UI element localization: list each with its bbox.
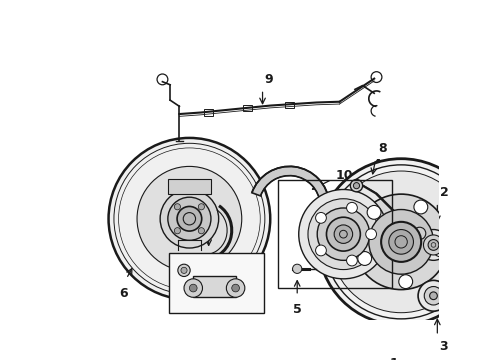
Circle shape bbox=[414, 248, 421, 255]
Circle shape bbox=[137, 166, 241, 271]
Circle shape bbox=[445, 242, 452, 248]
Circle shape bbox=[292, 264, 301, 274]
Circle shape bbox=[349, 180, 362, 192]
Circle shape bbox=[315, 212, 325, 223]
Circle shape bbox=[413, 227, 425, 239]
Circle shape bbox=[346, 255, 357, 266]
Text: 5: 5 bbox=[292, 303, 301, 316]
Circle shape bbox=[317, 208, 369, 260]
Circle shape bbox=[174, 228, 180, 234]
Circle shape bbox=[315, 245, 325, 256]
Circle shape bbox=[177, 206, 202, 231]
Text: 4: 4 bbox=[372, 158, 381, 171]
Text: 1: 1 bbox=[388, 357, 397, 360]
Circle shape bbox=[365, 229, 376, 239]
Circle shape bbox=[108, 138, 270, 300]
Circle shape bbox=[189, 284, 197, 292]
Circle shape bbox=[423, 256, 430, 264]
Bar bbox=[242, 105, 251, 111]
Text: 6: 6 bbox=[120, 287, 128, 300]
Circle shape bbox=[329, 171, 471, 313]
Circle shape bbox=[183, 279, 202, 297]
Circle shape bbox=[417, 280, 448, 311]
Circle shape bbox=[174, 204, 180, 210]
Circle shape bbox=[429, 258, 436, 265]
Circle shape bbox=[418, 253, 425, 260]
Circle shape bbox=[444, 235, 451, 242]
Bar bbox=[193, 276, 235, 297]
Circle shape bbox=[423, 235, 443, 255]
Circle shape bbox=[368, 210, 432, 274]
Circle shape bbox=[441, 253, 447, 260]
Bar bbox=[168, 253, 264, 313]
Circle shape bbox=[398, 275, 412, 289]
Circle shape bbox=[424, 287, 442, 305]
Circle shape bbox=[298, 189, 387, 279]
Circle shape bbox=[413, 242, 420, 248]
Circle shape bbox=[413, 200, 427, 214]
Bar bbox=[203, 109, 213, 116]
Circle shape bbox=[160, 189, 218, 248]
Circle shape bbox=[380, 222, 420, 262]
Circle shape bbox=[307, 199, 378, 270]
Circle shape bbox=[198, 204, 204, 210]
Circle shape bbox=[333, 225, 352, 243]
Circle shape bbox=[427, 239, 438, 250]
Circle shape bbox=[417, 230, 448, 260]
Circle shape bbox=[317, 159, 483, 325]
Circle shape bbox=[423, 226, 430, 234]
Circle shape bbox=[353, 194, 448, 289]
Circle shape bbox=[429, 292, 436, 300]
Circle shape bbox=[181, 267, 187, 274]
Circle shape bbox=[435, 256, 442, 264]
Bar bbox=[167, 179, 210, 194]
Text: 3: 3 bbox=[439, 341, 447, 354]
Circle shape bbox=[326, 217, 360, 251]
Bar bbox=[277, 180, 391, 288]
Text: 8: 8 bbox=[377, 142, 386, 155]
Circle shape bbox=[357, 252, 371, 265]
Text: 10: 10 bbox=[335, 169, 352, 182]
Text: 2: 2 bbox=[439, 186, 447, 199]
Circle shape bbox=[388, 230, 413, 254]
Circle shape bbox=[441, 230, 447, 237]
Circle shape bbox=[178, 264, 190, 276]
Circle shape bbox=[418, 230, 425, 237]
Wedge shape bbox=[251, 166, 329, 204]
Bar bbox=[285, 102, 293, 108]
Circle shape bbox=[353, 183, 359, 189]
Circle shape bbox=[231, 284, 239, 292]
Circle shape bbox=[429, 225, 436, 232]
Circle shape bbox=[346, 202, 357, 213]
Circle shape bbox=[435, 226, 442, 234]
Circle shape bbox=[301, 193, 384, 276]
Text: 9: 9 bbox=[264, 73, 273, 86]
Circle shape bbox=[432, 243, 447, 257]
Circle shape bbox=[167, 197, 210, 240]
Circle shape bbox=[366, 206, 380, 219]
Circle shape bbox=[198, 228, 204, 234]
Circle shape bbox=[414, 235, 421, 242]
Circle shape bbox=[226, 279, 244, 297]
Circle shape bbox=[444, 248, 451, 255]
Text: 7: 7 bbox=[204, 212, 213, 225]
